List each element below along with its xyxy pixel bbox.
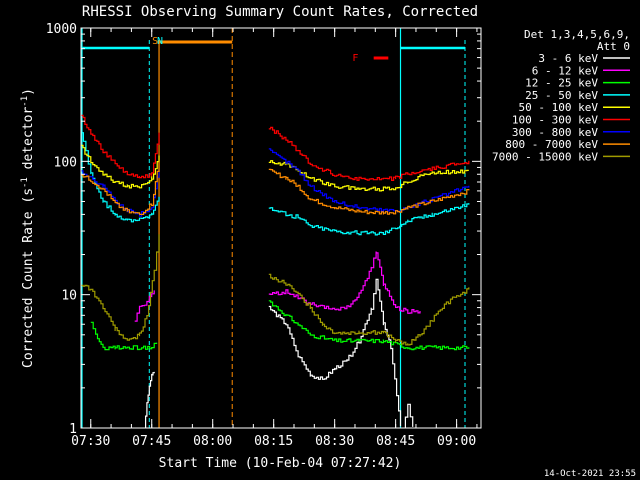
x-tick-label: 08:00 bbox=[193, 434, 232, 449]
y-tick-label: 1000 bbox=[46, 22, 77, 37]
legend-header-line-0: Det 1,3,4,5,6,9, bbox=[524, 28, 630, 41]
series-line-0-segment-0 bbox=[145, 371, 155, 428]
y-axis-label: Corrected Count Rate (s-1 detector-1) bbox=[20, 88, 36, 368]
series-line-2-segment-0 bbox=[90, 321, 158, 351]
flag-f: F bbox=[352, 53, 358, 64]
series-line-4-segment-0 bbox=[81, 144, 160, 189]
series-line-1-segment-0 bbox=[134, 290, 155, 322]
legend-label-2: 12 - 25 keV bbox=[525, 77, 598, 90]
x-tick-label: 07:45 bbox=[132, 434, 171, 449]
series-line-6-segment-1 bbox=[268, 148, 470, 213]
series-line-5-segment-1 bbox=[268, 126, 470, 181]
y-axis-label-sup2: -1 bbox=[20, 96, 30, 107]
y-axis-label-mid: detector bbox=[21, 107, 36, 178]
x-tick-label: 09:00 bbox=[437, 434, 476, 449]
y-tick-label: 10 bbox=[61, 289, 77, 304]
flag-n: N bbox=[157, 36, 163, 47]
legend-label-0: 3 - 6 keV bbox=[538, 52, 598, 65]
legend-label-8: 7000 - 15000 keV bbox=[492, 150, 598, 163]
legend-label-5: 100 - 300 keV bbox=[512, 114, 598, 127]
series-line-2-segment-1 bbox=[268, 300, 470, 351]
y-tick-label: 100 bbox=[54, 155, 77, 170]
y-axis-label-end: ) bbox=[21, 88, 36, 96]
x-tick-label: 08:15 bbox=[254, 434, 293, 449]
series-line-1-segment-1 bbox=[268, 251, 421, 314]
series-line-0-segment-1 bbox=[268, 278, 402, 427]
flag-s: S bbox=[152, 36, 158, 47]
axes: 1 10 100 1000 07:30 07:45 08:00 08:15 08:30 08:45… bbox=[46, 22, 482, 449]
series-line-7-segment-1 bbox=[268, 168, 470, 215]
x-tick-label: 08:45 bbox=[376, 434, 415, 449]
series-line-7-segment-0 bbox=[81, 161, 160, 215]
x-tick-label: 08:30 bbox=[315, 434, 354, 449]
series-line-0-segment-2 bbox=[404, 403, 414, 428]
series-line-3-segment-1 bbox=[268, 203, 470, 236]
y-axis-label-sup1: -1 bbox=[20, 177, 30, 188]
chart-title: RHESSI Observing Summary Count Rates, Co… bbox=[82, 4, 478, 20]
legend-label-7: 800 - 7000 keV bbox=[505, 138, 598, 151]
series-line-8-segment-1 bbox=[268, 273, 470, 346]
legend-label-1: 6 - 12 keV bbox=[532, 64, 599, 77]
plot-frame bbox=[80, 27, 482, 429]
plot-area: SN F bbox=[81, 28, 470, 428]
legend-label-4: 50 - 100 keV bbox=[519, 101, 599, 114]
legend-header-line-1: Att 0 bbox=[597, 40, 630, 53]
series-line-8-segment-0 bbox=[81, 234, 160, 341]
state-markers: SN F bbox=[81, 28, 466, 428]
x-tick-label: 07:30 bbox=[71, 434, 110, 449]
legend-label-6: 300 - 800 keV bbox=[512, 126, 598, 139]
series-line-3-segment-0 bbox=[81, 132, 160, 223]
series-line-5-segment-0 bbox=[81, 114, 160, 179]
series-line-6-segment-0 bbox=[81, 168, 160, 217]
footer-date: 14-Oct-2021 23:55 bbox=[544, 469, 636, 479]
x-axis-label: Start Time (10-Feb-04 07:27:42) bbox=[159, 456, 402, 471]
series-group bbox=[81, 114, 470, 428]
y-tick-label: 1 bbox=[69, 422, 77, 437]
legend-label-3: 25 - 50 keV bbox=[525, 89, 598, 102]
y-axis-label-main: Corrected Count Rate (s bbox=[21, 188, 36, 368]
